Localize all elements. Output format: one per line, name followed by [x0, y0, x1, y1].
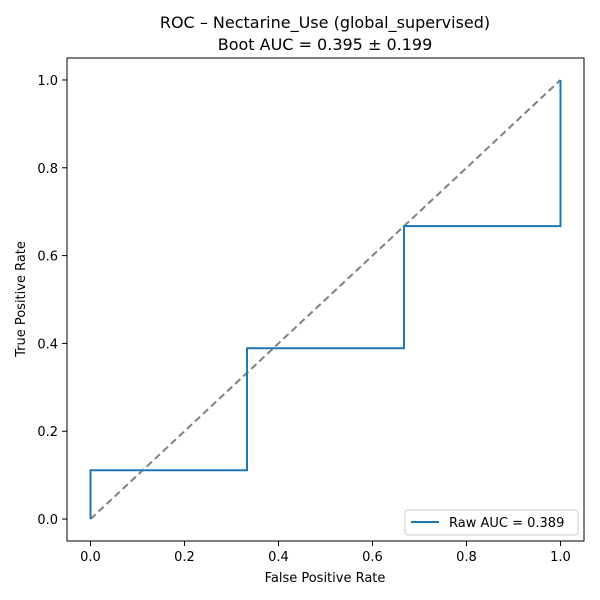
x-tick-label: 0.6 [362, 550, 383, 565]
legend: Raw AUC = 0.389 [404, 509, 579, 536]
legend-label-raw-auc: Raw AUC = 0.389 [449, 516, 564, 531]
y-tick-label: 0.6 [37, 250, 58, 265]
chart-title-line1: ROC – Nectarine_Use (global_supervised) [160, 13, 490, 33]
reference-diagonal-line [89, 79, 562, 520]
y-tick-label: 0.0 [37, 513, 58, 528]
x-axis-ticks: 0.0 0.2 0.4 0.6 0.8 1.0 [80, 541, 571, 565]
x-tick-label: 0.4 [268, 550, 289, 565]
y-tick-label: 0.2 [37, 425, 58, 440]
x-axis-label: False Positive Rate [265, 571, 386, 586]
y-tick-label: 1.0 [37, 74, 58, 89]
y-axis-ticks: 0.0 0.2 0.4 0.6 0.8 1.0 [37, 74, 67, 528]
legend-box [404, 509, 579, 536]
x-tick-label: 0.8 [456, 550, 477, 565]
y-tick-label: 0.8 [37, 162, 58, 177]
y-axis-label: True Positive Rate [14, 241, 29, 358]
roc-curve-line [89, 79, 562, 520]
x-tick-label: 0.2 [174, 550, 195, 565]
x-tick-label: 0.0 [80, 550, 101, 565]
y-tick-label: 0.4 [37, 337, 58, 352]
x-tick-label: 1.0 [550, 550, 571, 565]
series-layer [89, 79, 562, 520]
chart-title-line2: Boot AUC = 0.395 ± 0.199 [218, 35, 433, 54]
